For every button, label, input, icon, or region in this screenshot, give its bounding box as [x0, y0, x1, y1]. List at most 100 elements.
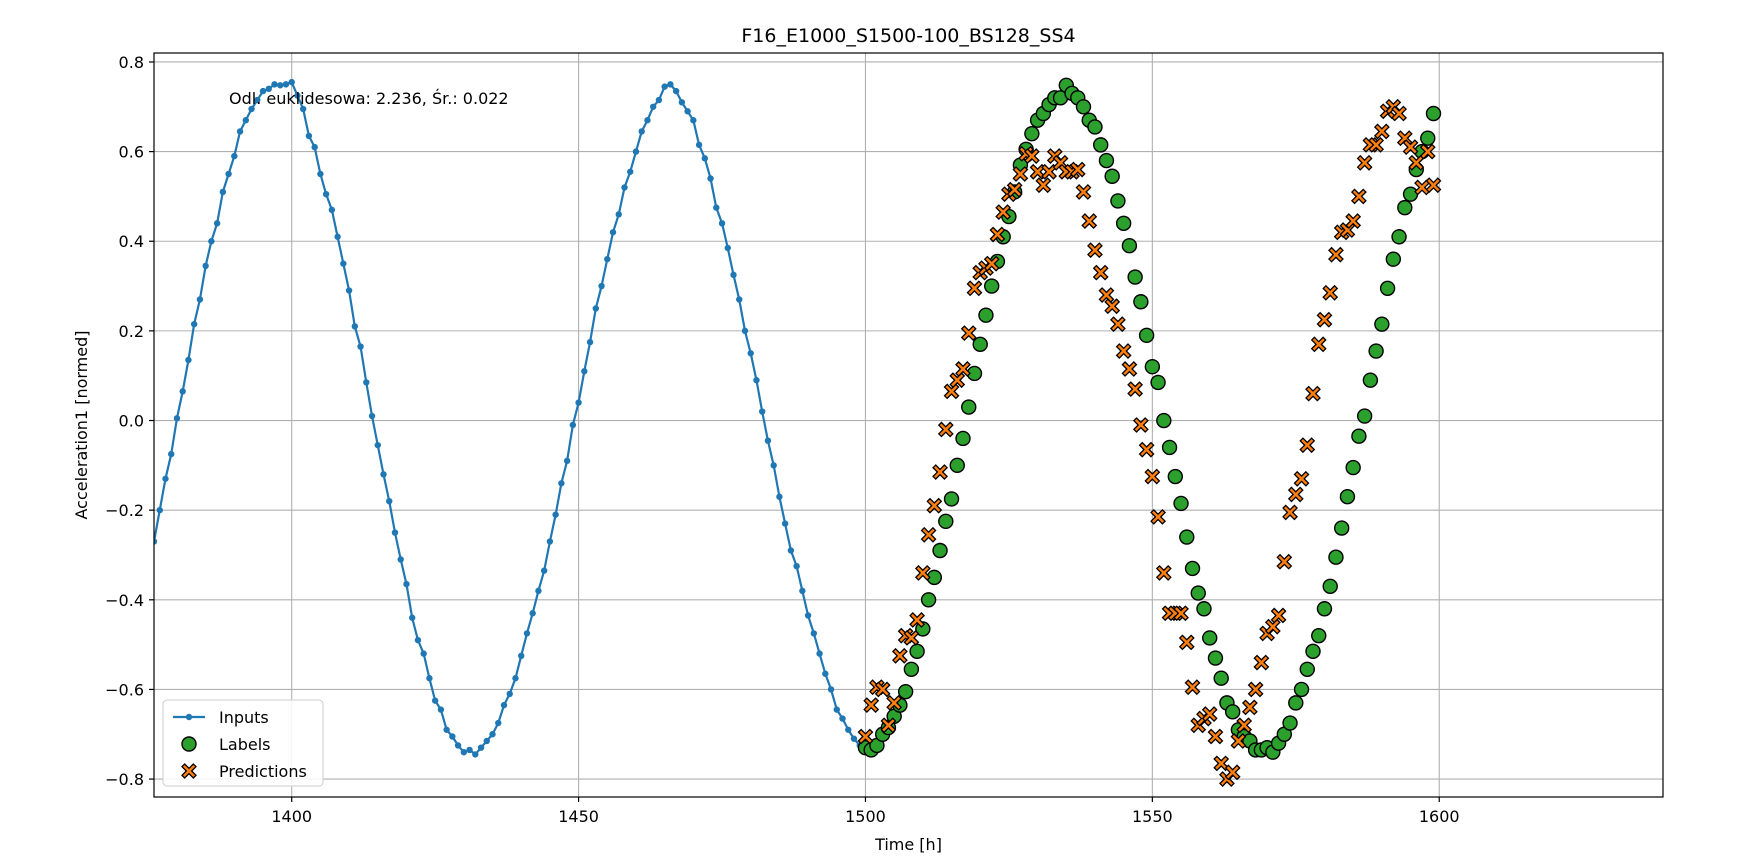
label-point: [1322, 578, 1338, 595]
input-point: [231, 152, 238, 160]
input-point: [196, 296, 204, 303]
input-point: [586, 338, 594, 346]
prediction-point: [1419, 143, 1436, 160]
input-point: [500, 701, 508, 709]
prediction-point: [1110, 316, 1126, 333]
prediction-point: [1115, 343, 1132, 359]
prediction-point: [1328, 246, 1344, 263]
input-point: [776, 493, 783, 500]
input-point: [793, 562, 800, 570]
prediction-point: [891, 647, 908, 664]
input-point: [724, 244, 731, 252]
input-point: [523, 630, 531, 637]
prediction-point: [903, 629, 920, 646]
y-tick-label: 0.4: [119, 232, 144, 251]
prediction-point: [1138, 441, 1155, 458]
input-point: [713, 204, 720, 211]
input-point: [678, 99, 686, 106]
input-point: [529, 610, 536, 617]
prediction-point: [1035, 177, 1052, 194]
input-point: [489, 731, 496, 738]
input-point: [661, 83, 668, 90]
input-point: [351, 323, 359, 330]
label-point: [1196, 601, 1212, 617]
label-point: [1121, 238, 1138, 254]
input-point: [615, 211, 622, 218]
label-point: [1328, 549, 1344, 565]
input-point: [667, 81, 674, 88]
input-point: [225, 170, 232, 178]
label-point: [1425, 105, 1442, 122]
legend: Inputs Labels Predictions: [162, 699, 324, 787]
input-point: [804, 612, 812, 619]
y-tick-label: −0.4: [105, 591, 144, 610]
input-point: [816, 650, 823, 657]
input-point: [609, 229, 617, 236]
y-tick-label: −0.6: [105, 680, 144, 699]
prediction-point: [955, 361, 971, 377]
label-point: [1127, 269, 1143, 285]
input-point: [242, 117, 250, 124]
prediction-point: [909, 612, 926, 628]
input-point: [202, 262, 209, 270]
input-point: [638, 128, 645, 135]
label-point: [1305, 643, 1321, 660]
label-point: [1316, 601, 1333, 617]
input-point: [288, 78, 295, 86]
input-point: [575, 399, 582, 406]
label-point: [1311, 627, 1327, 644]
input-point: [741, 327, 749, 335]
input-point: [701, 155, 709, 162]
input-point: [179, 388, 186, 395]
input-point: [833, 706, 840, 713]
label-point: [1138, 327, 1155, 344]
legend-circle-swatch: [181, 736, 197, 752]
input-point: [449, 733, 456, 740]
prediction-point: [1213, 755, 1230, 772]
x-tick-label: 1450: [558, 807, 599, 826]
prediction-point: [1316, 311, 1333, 328]
input-point: [552, 511, 559, 518]
prediction-point: [1081, 213, 1098, 229]
prediction-point: [886, 694, 903, 711]
label-point: [1374, 316, 1390, 332]
label-point: [1075, 99, 1092, 115]
label-point: [1288, 695, 1304, 711]
label-point: [1156, 412, 1172, 429]
input-point: [386, 497, 393, 505]
prediction-point: [1150, 508, 1167, 525]
input-point: [518, 652, 525, 660]
prediction-point: [1287, 486, 1304, 503]
legend-label: Predictions: [219, 762, 307, 781]
legend-item-labels: Labels: [181, 735, 271, 754]
input-point: [690, 117, 697, 124]
label-point: [1173, 495, 1189, 512]
input-point: [248, 105, 255, 113]
input-point: [787, 547, 795, 554]
input-point: [173, 415, 181, 422]
prediction-point: [1241, 699, 1258, 716]
legend-x-swatch: [181, 763, 197, 779]
input-point: [259, 87, 267, 95]
input-point: [357, 343, 364, 350]
input-point: [190, 320, 198, 328]
y-tick-label: −0.8: [105, 770, 144, 789]
label-point: [1179, 529, 1195, 545]
input-point: [649, 103, 657, 110]
input-point: [213, 220, 221, 227]
chart-title: F16_E1000_S1500-100_BS128_SS4: [741, 25, 1075, 47]
input-point: [535, 587, 542, 595]
prediction-point: [943, 383, 960, 400]
prediction-point: [989, 226, 1006, 243]
input-point: [810, 630, 818, 637]
prediction-point: [1132, 417, 1149, 433]
label-point: [1333, 520, 1350, 536]
series-inputs: [154, 78, 863, 758]
prediction-point: [949, 372, 966, 389]
prediction-point: [960, 325, 977, 342]
input-point: [345, 287, 353, 294]
label-point: [1104, 168, 1120, 184]
x-tick-label: 1550: [1132, 807, 1173, 826]
label-point: [1144, 359, 1161, 375]
input-point: [483, 737, 490, 745]
